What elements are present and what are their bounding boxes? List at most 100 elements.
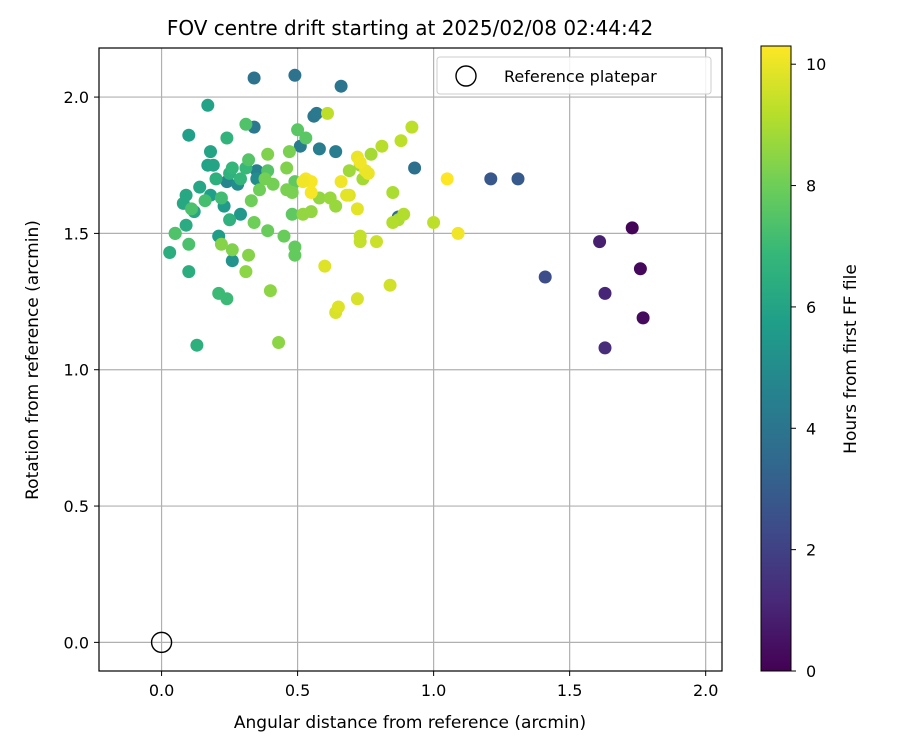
data-point [353,229,367,243]
colorbar-tick-label: 8 [806,177,816,196]
data-point [353,156,367,169]
data-point [225,161,239,175]
data-point [193,180,207,194]
x-tick-label: 0.5 [285,681,310,700]
x-tick-label: 1.5 [557,681,582,700]
data-point [280,161,294,175]
data-points [163,68,650,355]
colorbar-label: Hours from first FF file [841,264,861,454]
data-point [272,336,286,349]
data-point [440,172,454,186]
data-point [394,134,408,148]
data-point [190,338,204,352]
data-point [364,147,378,161]
data-point [318,259,332,273]
data-point [185,202,198,216]
data-point [350,202,364,216]
x-tick-label: 1.0 [421,681,446,700]
plot-frame [98,47,723,672]
data-point [242,248,256,262]
data-point [408,161,422,175]
data-point [247,216,261,229]
data-point [299,131,313,145]
data-point [182,128,196,142]
data-point [386,186,400,199]
data-point [340,188,354,202]
data-point [214,191,228,205]
legend: Reference platepar [436,56,712,95]
data-point [285,207,299,221]
data-point [220,131,234,145]
data-point [636,311,650,325]
data-point [342,164,356,178]
data-point [179,188,193,202]
x-axis-label: Angular distance from reference (arcmin) [234,713,586,733]
data-point [321,106,334,120]
data-point [383,278,397,292]
data-point [397,207,411,221]
data-point [361,166,375,180]
data-point [310,106,324,120]
y-axis-ticks: 0.0 0.5 1.0 1.5 2.0 [64,88,99,652]
data-point [247,71,261,85]
data-point [242,153,256,167]
data-point [427,216,441,229]
data-point [223,213,237,227]
data-point [291,123,305,137]
legend-marker [455,65,477,87]
data-point [511,172,525,186]
data-point [168,226,182,240]
y-axis-label: Rotation from reference (arcmin) [23,220,43,500]
data-point [350,292,364,306]
colorbar-tick-label: 10 [806,55,826,74]
data-point [198,194,212,208]
grid-lines [99,48,722,671]
y-tick-label: 2.0 [64,88,89,107]
data-point [239,117,253,131]
y-tick-label: 1.5 [64,224,89,243]
data-point [312,142,326,156]
data-point [214,237,228,251]
data-point [598,286,612,300]
data-point [261,224,275,238]
data-point [253,183,266,197]
data-point [451,226,465,240]
data-point [334,175,348,189]
data-point [386,216,400,229]
colorbar-tick-label: 4 [806,419,816,438]
y-tick-label: 1.0 [64,361,89,380]
data-point [163,246,177,259]
data-point [225,243,239,257]
data-point [225,254,239,268]
data-point [261,147,275,161]
reference-marker-layer [150,631,173,654]
data-point [538,270,552,284]
y-tick-label: 0.5 [64,497,89,516]
data-point [304,205,318,219]
data-point [598,341,612,355]
data-point [209,172,223,186]
data-point [234,172,247,186]
y-tick-label: 0.0 [64,633,89,652]
data-point [263,284,277,298]
data-point [234,207,247,221]
data-point [204,145,217,159]
data-point [625,221,639,235]
legend-box [436,56,712,95]
data-point [296,175,310,189]
colorbar-ticks: 0 2 4 6 8 10 [791,55,826,681]
data-point [277,229,291,243]
chart-title: FOV centre drift starting at 2025/02/08 … [167,16,653,40]
data-point [201,98,215,112]
colorbar-tick-label: 0 [806,662,816,681]
x-tick-label: 2.0 [693,681,718,700]
data-point [405,120,419,134]
reference-point-marker [150,631,173,654]
data-point [285,186,299,199]
data-point [288,68,302,82]
data-point [288,240,302,254]
data-point [331,300,345,314]
data-point [304,186,318,199]
colorbar-tick-label: 2 [806,541,816,560]
